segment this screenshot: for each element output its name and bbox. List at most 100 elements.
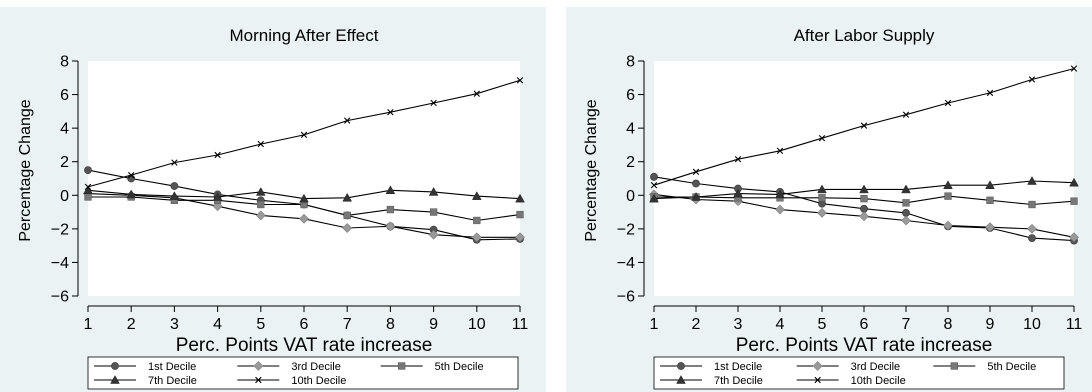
legend-label: 7th Decile [714, 375, 763, 387]
data-point-7th-decile [1069, 177, 1079, 187]
y-axis-label: Percentage Change [17, 99, 34, 241]
data-point-3rd-decile [943, 220, 953, 231]
data-point-10th-decile [257, 140, 264, 148]
x-tick-label: 7 [343, 316, 352, 333]
data-point-3rd-decile [385, 221, 396, 232]
legend-marker [814, 376, 821, 384]
legend-marker [253, 361, 264, 371]
data-point-3rd-decile [299, 213, 309, 224]
data-point-10th-decile [1028, 76, 1036, 83]
data-point-1st-decile [860, 204, 868, 213]
x-tick-label: 11 [1066, 316, 1083, 333]
data-point-5th-decile [257, 200, 265, 209]
data-point-3rd-decile [255, 210, 266, 221]
x-tick-label: 8 [386, 316, 395, 333]
y-tick-label: 2 [626, 154, 635, 171]
legend-label: 10th Decile [851, 375, 906, 387]
data-point-10th-decile [387, 109, 394, 116]
data-point-10th-decile [300, 131, 308, 139]
y-tick-label: 4 [626, 121, 635, 138]
data-point-10th-decile [473, 90, 480, 97]
data-point-10th-decile [860, 122, 868, 129]
legend-marker [398, 362, 406, 370]
x-axis-label: Perc. Points VAT rate increase [736, 335, 993, 356]
y-tick-label: 2 [60, 154, 69, 171]
y-tick-label: −4 [617, 255, 635, 272]
data-point-10th-decile [84, 183, 92, 191]
y-tick-label: −2 [617, 221, 635, 238]
data-point-10th-decile [516, 77, 524, 84]
data-point-3rd-decile [859, 211, 869, 222]
chart-panel-1: Morning After Effect −6 −4 −2 0 2 4 6 8 Percentag… [0, 7, 546, 392]
data-point-3rd-decile [342, 223, 353, 233]
x-tick-label: 7 [902, 316, 911, 333]
data-point-10th-decile [214, 151, 221, 159]
y-tick-label: 8 [626, 54, 635, 71]
data-point-5th-decile [84, 193, 92, 201]
data-point-3rd-decile [1027, 223, 1037, 234]
x-tick-label: 1 [650, 316, 659, 333]
x-tick-label: 5 [256, 316, 265, 333]
data-point-1st-decile [84, 166, 92, 175]
legend-label: 3rd Decile [291, 361, 341, 373]
y-tick-label: −2 [51, 221, 69, 238]
y-tick-label: 4 [60, 121, 69, 138]
data-point-10th-decile [1070, 65, 1078, 72]
data-point-10th-decile [128, 171, 135, 179]
data-point-10th-decile [986, 89, 994, 97]
data-point-1st-decile [902, 209, 910, 217]
legend-marker [677, 362, 685, 370]
data-point-10th-decile [944, 99, 952, 107]
data-point-7th-decile [471, 191, 482, 200]
data-point-7th-decile [649, 193, 659, 203]
data-point-7th-decile [385, 185, 396, 195]
data-point-3rd-decile [515, 232, 525, 243]
data-point-5th-decile [986, 196, 994, 204]
legend-label: 1st Decile [148, 361, 196, 373]
data-point-5th-decile [473, 216, 481, 225]
data-point-5th-decile [343, 211, 351, 220]
data-point-5th-decile [1070, 197, 1078, 205]
data-point-5th-decile [1028, 200, 1036, 209]
data-point-10th-decile [776, 147, 784, 154]
legend-marker [812, 361, 823, 371]
x-tick-label: 1 [84, 316, 93, 333]
x-tick-label: 3 [734, 316, 743, 333]
x-tick-label: 2 [692, 316, 701, 333]
legend-label: 5th Decile [435, 361, 484, 373]
legend-label: 5th Decile [987, 361, 1036, 373]
x-tick-label: 9 [429, 316, 438, 333]
data-point-7th-decile [342, 192, 353, 202]
data-point-3rd-decile [775, 204, 785, 215]
legend-marker [950, 362, 958, 370]
legend-label: 3rd Decile [851, 361, 901, 373]
data-point-5th-decile [860, 194, 868, 203]
data-point-1st-decile [170, 182, 179, 190]
legend-marker [110, 375, 120, 384]
data-point-7th-decile [212, 192, 223, 201]
data-point-5th-decile [429, 208, 438, 216]
legend-label: 10th Decile [291, 375, 346, 387]
x-tick-label: 10 [1023, 316, 1041, 333]
data-point-10th-decile [734, 156, 742, 163]
legend-label: 7th Decile [148, 375, 197, 387]
y-tick-label: 8 [60, 54, 69, 71]
y-tick-label: 6 [60, 87, 69, 104]
x-tick-label: 9 [986, 316, 995, 333]
x-axis-label: Perc. Points VAT rate increase [176, 335, 433, 356]
x-tick-label: 6 [300, 316, 309, 333]
plot-area [88, 61, 520, 296]
data-point-3rd-decile [471, 232, 482, 243]
data-point-7th-decile [515, 193, 525, 203]
x-tick-label: 8 [944, 316, 953, 333]
data-point-10th-decile [171, 159, 178, 166]
data-point-10th-decile [902, 111, 910, 118]
data-point-3rd-decile [1069, 232, 1079, 243]
y-axis-label: Percentage Change [583, 99, 600, 241]
data-point-7th-decile [1027, 176, 1037, 185]
data-point-10th-decile [692, 168, 700, 175]
data-point-7th-decile [428, 187, 439, 196]
chart-panel-2: After Labor Supply −6 −4 −2 0 2 4 6 8 Percentage … [566, 7, 1092, 392]
